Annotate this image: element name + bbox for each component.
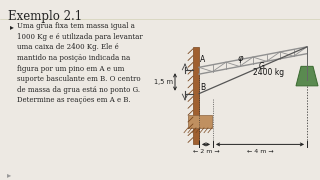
Text: ← 4 m →: ← 4 m → [247, 149, 273, 154]
Text: A: A [200, 55, 205, 64]
Bar [193, 47, 199, 144]
Bar [188, 115, 212, 128]
Text: ▸: ▸ [7, 170, 11, 179]
Text: Uma grua fixa tem massa igual a
1000 Kg e é utilizada para levantar
uma caixa de: Uma grua fixa tem massa igual a 1000 Kg … [17, 22, 143, 104]
Polygon shape [296, 66, 318, 86]
Text: G: G [259, 62, 265, 71]
Text: φ: φ [238, 54, 244, 63]
Text: B: B [200, 83, 205, 92]
Text: Exemplo 2.1: Exemplo 2.1 [8, 10, 82, 23]
Text: ▸: ▸ [10, 22, 14, 32]
Text: ← 2 m →: ← 2 m → [193, 149, 219, 154]
Text: 2400 kg: 2400 kg [253, 68, 284, 77]
Text: 1,5 m: 1,5 m [154, 79, 173, 85]
